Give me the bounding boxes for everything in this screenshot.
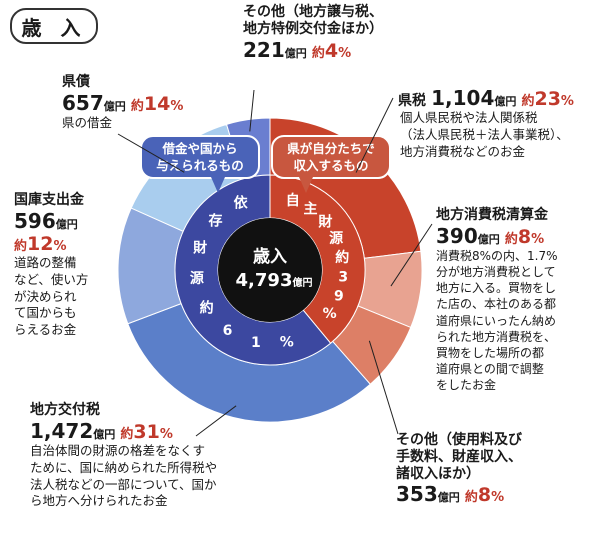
kofuzei-desc: 自治体間の財源の格差をなくす ために、国に納められた所得税や 法人税などの一部に… <box>30 442 218 509</box>
kokko-amount: 596億円 <box>14 208 78 233</box>
chihou-shouhi-desc: 消費税8%の内、1.7% 分が地方消費税として 地方に入る。買物をし た店の、本… <box>436 248 558 393</box>
izon-zaigen-char-1: 1 <box>251 335 261 351</box>
leader-kensai <box>117 133 185 173</box>
chihou-shouhi-pct: 約8% <box>504 225 545 248</box>
label-kensai: 県債 657億円 約14% 県の借金 <box>62 74 183 132</box>
center-label: 歳入 <box>253 246 287 267</box>
label-kenzei: 県税 1,104億円 約23% 個人県民税や法人関係税 （法人県民税＋法人事業税… <box>398 86 574 161</box>
label-sonota-izon: その他（地方譲与税、 地方特例交付金ほか） 221億円 約4% <box>243 4 383 62</box>
izon-zaigen-char-6: 存 <box>209 213 223 230</box>
sonota-izon-amount: 221億円 <box>243 37 307 62</box>
kenzei-pct: 約23% <box>521 88 574 110</box>
bubble-izon-line-1: 与えられるもの <box>156 158 244 173</box>
kofuzei-name: 地方交付税 <box>30 402 100 418</box>
jishu-zaigen-char-5: 3 <box>338 269 348 285</box>
izon-zaigen-char-3: 約 <box>200 299 214 316</box>
jishu-zaigen-char-3: 源 <box>329 230 343 247</box>
sonota-jishu-pct: 約8% <box>464 484 505 507</box>
jishu-zaigen-char-0: 自 <box>286 192 300 209</box>
kofuzei-amount: 1,472億円 <box>30 418 116 443</box>
leader-kofuzei <box>195 405 237 437</box>
jishu-zaigen-char-4: 約 <box>335 249 349 266</box>
jishu-zaigen-char-1: 主 <box>303 201 317 218</box>
leader-kenzei <box>355 97 394 173</box>
page-title: 歳 入 <box>10 8 98 44</box>
jishu-zaigen-char-2: 財 <box>317 214 332 231</box>
center-circle <box>218 218 322 322</box>
sonota-izon-name-2: 地方特例交付金ほか） <box>243 20 383 37</box>
bubble-izon-box <box>140 135 260 179</box>
bubble-jishu-box <box>271 135 391 179</box>
leader-sonota_izon <box>249 89 255 132</box>
kokko-pct: 約12% <box>14 232 67 255</box>
kokko-name: 国庫支出金 <box>14 192 84 208</box>
kenzei-amount: 1,104億円 <box>431 86 517 110</box>
label-sonota-jishu: その他（使用料及び 手数料、財産収入、 諸収入ほか） 353億円 約8% <box>396 432 522 506</box>
label-kokko: 国庫支出金 596億円 約12% 道路の整備 など、使い方 が決められ て国から… <box>14 192 88 339</box>
kensai-desc: 県の借金 <box>62 114 113 130</box>
label-chihou-shouhi: 地方消費税清算金 390億円 約8% 消費税8%の内、1.7% 分が地方消費税と… <box>436 207 558 393</box>
sonota-izon-pct: 約4% <box>311 39 352 62</box>
bubble-izon-line-0: 借金や国から <box>161 141 237 156</box>
kenzei-desc: 個人県民税や法人関係税 （法人県民税＋法人事業税）、 地方消費税などのお金 <box>400 110 569 159</box>
kensai-amount: 657億円 <box>62 90 126 115</box>
leader-sonota_jishu <box>368 340 399 435</box>
kokko-desc: 道路の整備 など、使い方 が決められ て国からも らえるお金 <box>14 254 89 338</box>
bubble-jishu-tail <box>299 177 313 193</box>
kensai-name: 県債 <box>62 74 90 90</box>
sonota-jishu-amount: 353億円 <box>396 482 460 507</box>
sonota-jishu-name-3: 諸収入ほか） <box>396 465 480 482</box>
chihou-shouhi-amount: 390億円 <box>436 223 500 248</box>
izon-zaigen-char-5: 財 <box>192 239 207 256</box>
jishu-zaigen-char-6: 9 <box>334 289 344 305</box>
bubble-izon-tail <box>211 177 225 193</box>
center-amount: 4,793億円 <box>236 270 313 291</box>
jishu-zaigen-char-7: % <box>323 306 337 322</box>
sonota-izon-name-1: その他（地方譲与税、 <box>243 4 383 20</box>
leader-chihou_shouhi <box>390 223 433 287</box>
izon-zaigen-char-2: 6 <box>223 323 233 339</box>
izon-zaigen-char-4: 源 <box>190 270 204 287</box>
kenzei-name: 県税 <box>398 93 426 109</box>
izon-zaigen-char-7: 依 <box>234 195 249 212</box>
sonota-jishu-name-2: 手数料、財産収入、 <box>396 448 522 465</box>
izon-zaigen-char-0: % <box>280 335 294 351</box>
bubble-jishu-line-1: 収入するもの <box>293 158 368 173</box>
sonota-jishu-name-1: その他（使用料及び <box>396 432 522 448</box>
bubble-jishu-line-0: 県が自分たちで <box>287 141 375 156</box>
chihou-shouhi-name: 地方消費税清算金 <box>436 207 548 223</box>
label-kofuzei: 地方交付税 1,472億円 約31% 自治体間の財源の格差をなくす ために、国に… <box>30 402 217 510</box>
kensai-pct: 約14% <box>130 92 184 115</box>
kofuzei-pct: 約31% <box>120 420 173 443</box>
